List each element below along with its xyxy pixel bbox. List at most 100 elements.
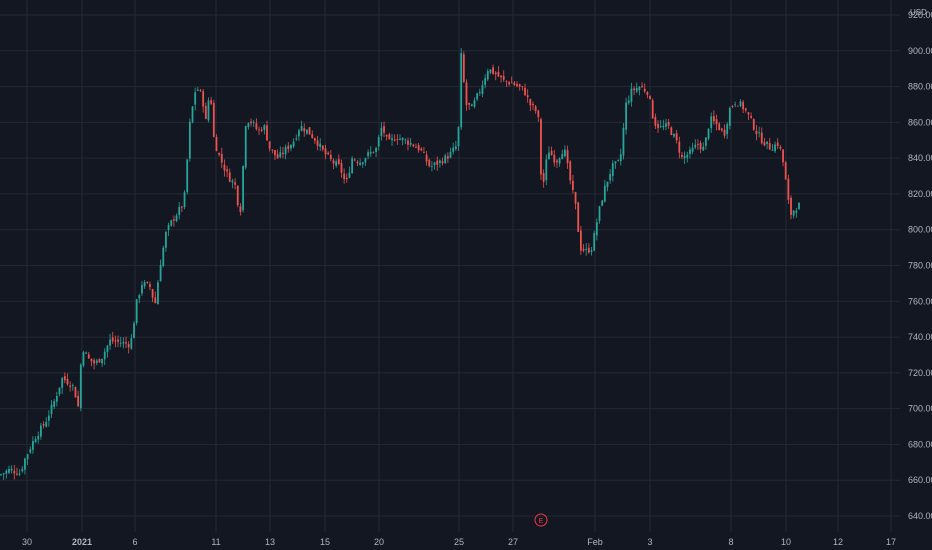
candle (763, 137, 766, 147)
candle-body (790, 197, 792, 215)
candle-body (135, 299, 138, 324)
candle (154, 291, 157, 304)
candle (351, 156, 354, 174)
candle-body (782, 149, 784, 163)
candle (247, 122, 250, 130)
candle (300, 120, 303, 132)
candle (16, 467, 18, 476)
candle (119, 336, 122, 348)
candle (726, 122, 729, 139)
candle (93, 358, 95, 370)
candle (470, 103, 473, 107)
candle-body (766, 141, 768, 144)
x-tick-label: 10 (781, 537, 791, 547)
candle (673, 133, 675, 138)
candle-body (691, 147, 694, 152)
candle (207, 97, 210, 123)
candle (29, 446, 32, 454)
candle (694, 139, 697, 150)
candle-body (141, 284, 143, 294)
candle-body (776, 142, 779, 147)
candle (566, 145, 569, 169)
candle-body (218, 152, 221, 155)
candle-body (162, 247, 165, 266)
candle (127, 341, 130, 354)
candle (446, 152, 449, 164)
candle (194, 87, 197, 111)
candle-body (587, 247, 590, 253)
candle-body (795, 210, 798, 213)
candle-body (564, 149, 566, 157)
candle-body (356, 161, 359, 164)
candle (404, 138, 407, 145)
candle (55, 391, 58, 407)
candle-body (263, 125, 266, 130)
candle-body (436, 160, 439, 165)
candle-body (247, 122, 250, 128)
y-tick-label: 860.00 (908, 117, 932, 127)
candle-body (566, 150, 569, 164)
candle (633, 86, 635, 96)
candle-body (82, 352, 85, 366)
candle-body (494, 72, 497, 75)
candle-body (271, 149, 274, 151)
candle (77, 390, 80, 408)
candle (492, 64, 494, 75)
candle (699, 140, 702, 154)
candle-body (167, 225, 170, 231)
candle (614, 161, 617, 169)
candle (505, 80, 508, 88)
candle-body (595, 222, 598, 236)
y-tick-label: 660.00 (908, 475, 932, 485)
candle-body (53, 401, 56, 407)
candle (186, 158, 189, 195)
candle-body (550, 150, 553, 156)
candle (486, 68, 489, 82)
candle (665, 118, 667, 131)
candle (428, 158, 431, 168)
candle (705, 137, 707, 150)
candle-body (274, 149, 276, 156)
candle (734, 101, 737, 108)
candle (133, 321, 135, 339)
candle (654, 113, 657, 130)
candle (606, 181, 609, 192)
candle-body (431, 165, 433, 167)
candle (742, 99, 745, 114)
y-tick-label: 680.00 (908, 439, 932, 449)
candle-body (250, 121, 252, 124)
candle (220, 147, 223, 169)
candle (87, 351, 90, 359)
candle-body (127, 344, 130, 348)
candle-body (768, 142, 771, 150)
candle-body (526, 95, 529, 98)
candle (572, 174, 574, 194)
candle (715, 114, 718, 131)
candle-body (303, 128, 306, 132)
candle-body (720, 128, 723, 131)
candle (271, 149, 274, 154)
candle (529, 98, 532, 112)
candle (728, 106, 731, 130)
candle-body (470, 104, 473, 107)
candle-body (18, 473, 21, 475)
candle-body (760, 132, 763, 144)
candle-body (207, 100, 210, 121)
candle-body (598, 206, 601, 221)
candle-body (335, 161, 338, 166)
candle-body (478, 92, 481, 93)
earnings-marker[interactable]: E (534, 513, 548, 527)
candle-body (484, 78, 487, 85)
candle (609, 169, 612, 184)
candle-body (361, 162, 364, 165)
candle (45, 417, 48, 428)
candle-body (234, 182, 236, 185)
candle (40, 422, 42, 440)
candle-body (165, 232, 167, 248)
candle (393, 134, 396, 142)
candle (210, 96, 213, 106)
candle-body (194, 92, 197, 105)
candle (635, 82, 638, 94)
candle-body (473, 100, 476, 107)
candle (311, 130, 314, 139)
